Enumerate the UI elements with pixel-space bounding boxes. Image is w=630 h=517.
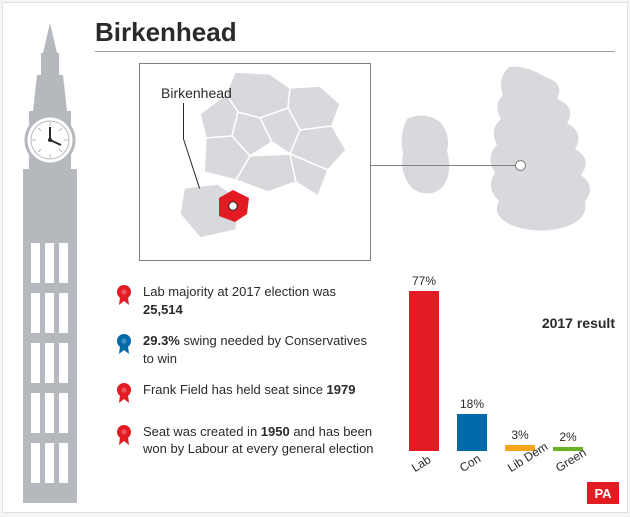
result-chart: 2017 result 77%18%3%2% LabConLib DemGree… [401,273,619,483]
fact-text: Seat was created in 1950 and has been wo… [143,423,379,458]
fact-item: Lab majority at 2017 election was 25,514 [115,283,379,318]
rosette-icon [115,284,133,311]
fact-item: Frank Field has held seat since 1979 [115,381,379,409]
fact-text: Frank Field has held seat since 1979 [143,381,355,399]
bar-value: 3% [511,428,528,442]
fact-item: 29.3% swing needed by Conservatives to w… [115,332,379,367]
bar-value: 18% [460,397,484,411]
title-rule [95,51,615,52]
fact-text: 29.3% swing needed by Conservatives to w… [143,332,379,367]
map-label: Birkenhead [161,85,232,101]
rosette-icon [115,382,133,409]
bar-label: Con [457,451,483,475]
rosette-icon [115,424,133,451]
map-connector-dot [515,160,526,171]
bigben-icon [15,23,85,503]
fact-text: Lab majority at 2017 election was 25,514 [143,283,379,318]
bar-lab: 77% [407,274,441,451]
bar-rect [457,414,487,451]
highlighted-constituency [213,188,255,226]
bar-value: 2% [559,430,576,444]
callout-line [183,103,184,139]
bar-label: Lab [409,452,433,474]
rosette-icon [115,333,133,360]
page-title: Birkenhead [95,17,237,48]
bar-con: 18% [455,397,489,451]
bar-rect [409,291,439,451]
bar-value: 77% [412,274,436,288]
uk-map-icon [389,59,617,239]
fact-item: Seat was created in 1950 and has been wo… [115,423,379,458]
map-connector-line [371,165,519,166]
facts-list: Lab majority at 2017 election was 25,514… [115,283,379,472]
pa-badge: PA [587,482,619,504]
